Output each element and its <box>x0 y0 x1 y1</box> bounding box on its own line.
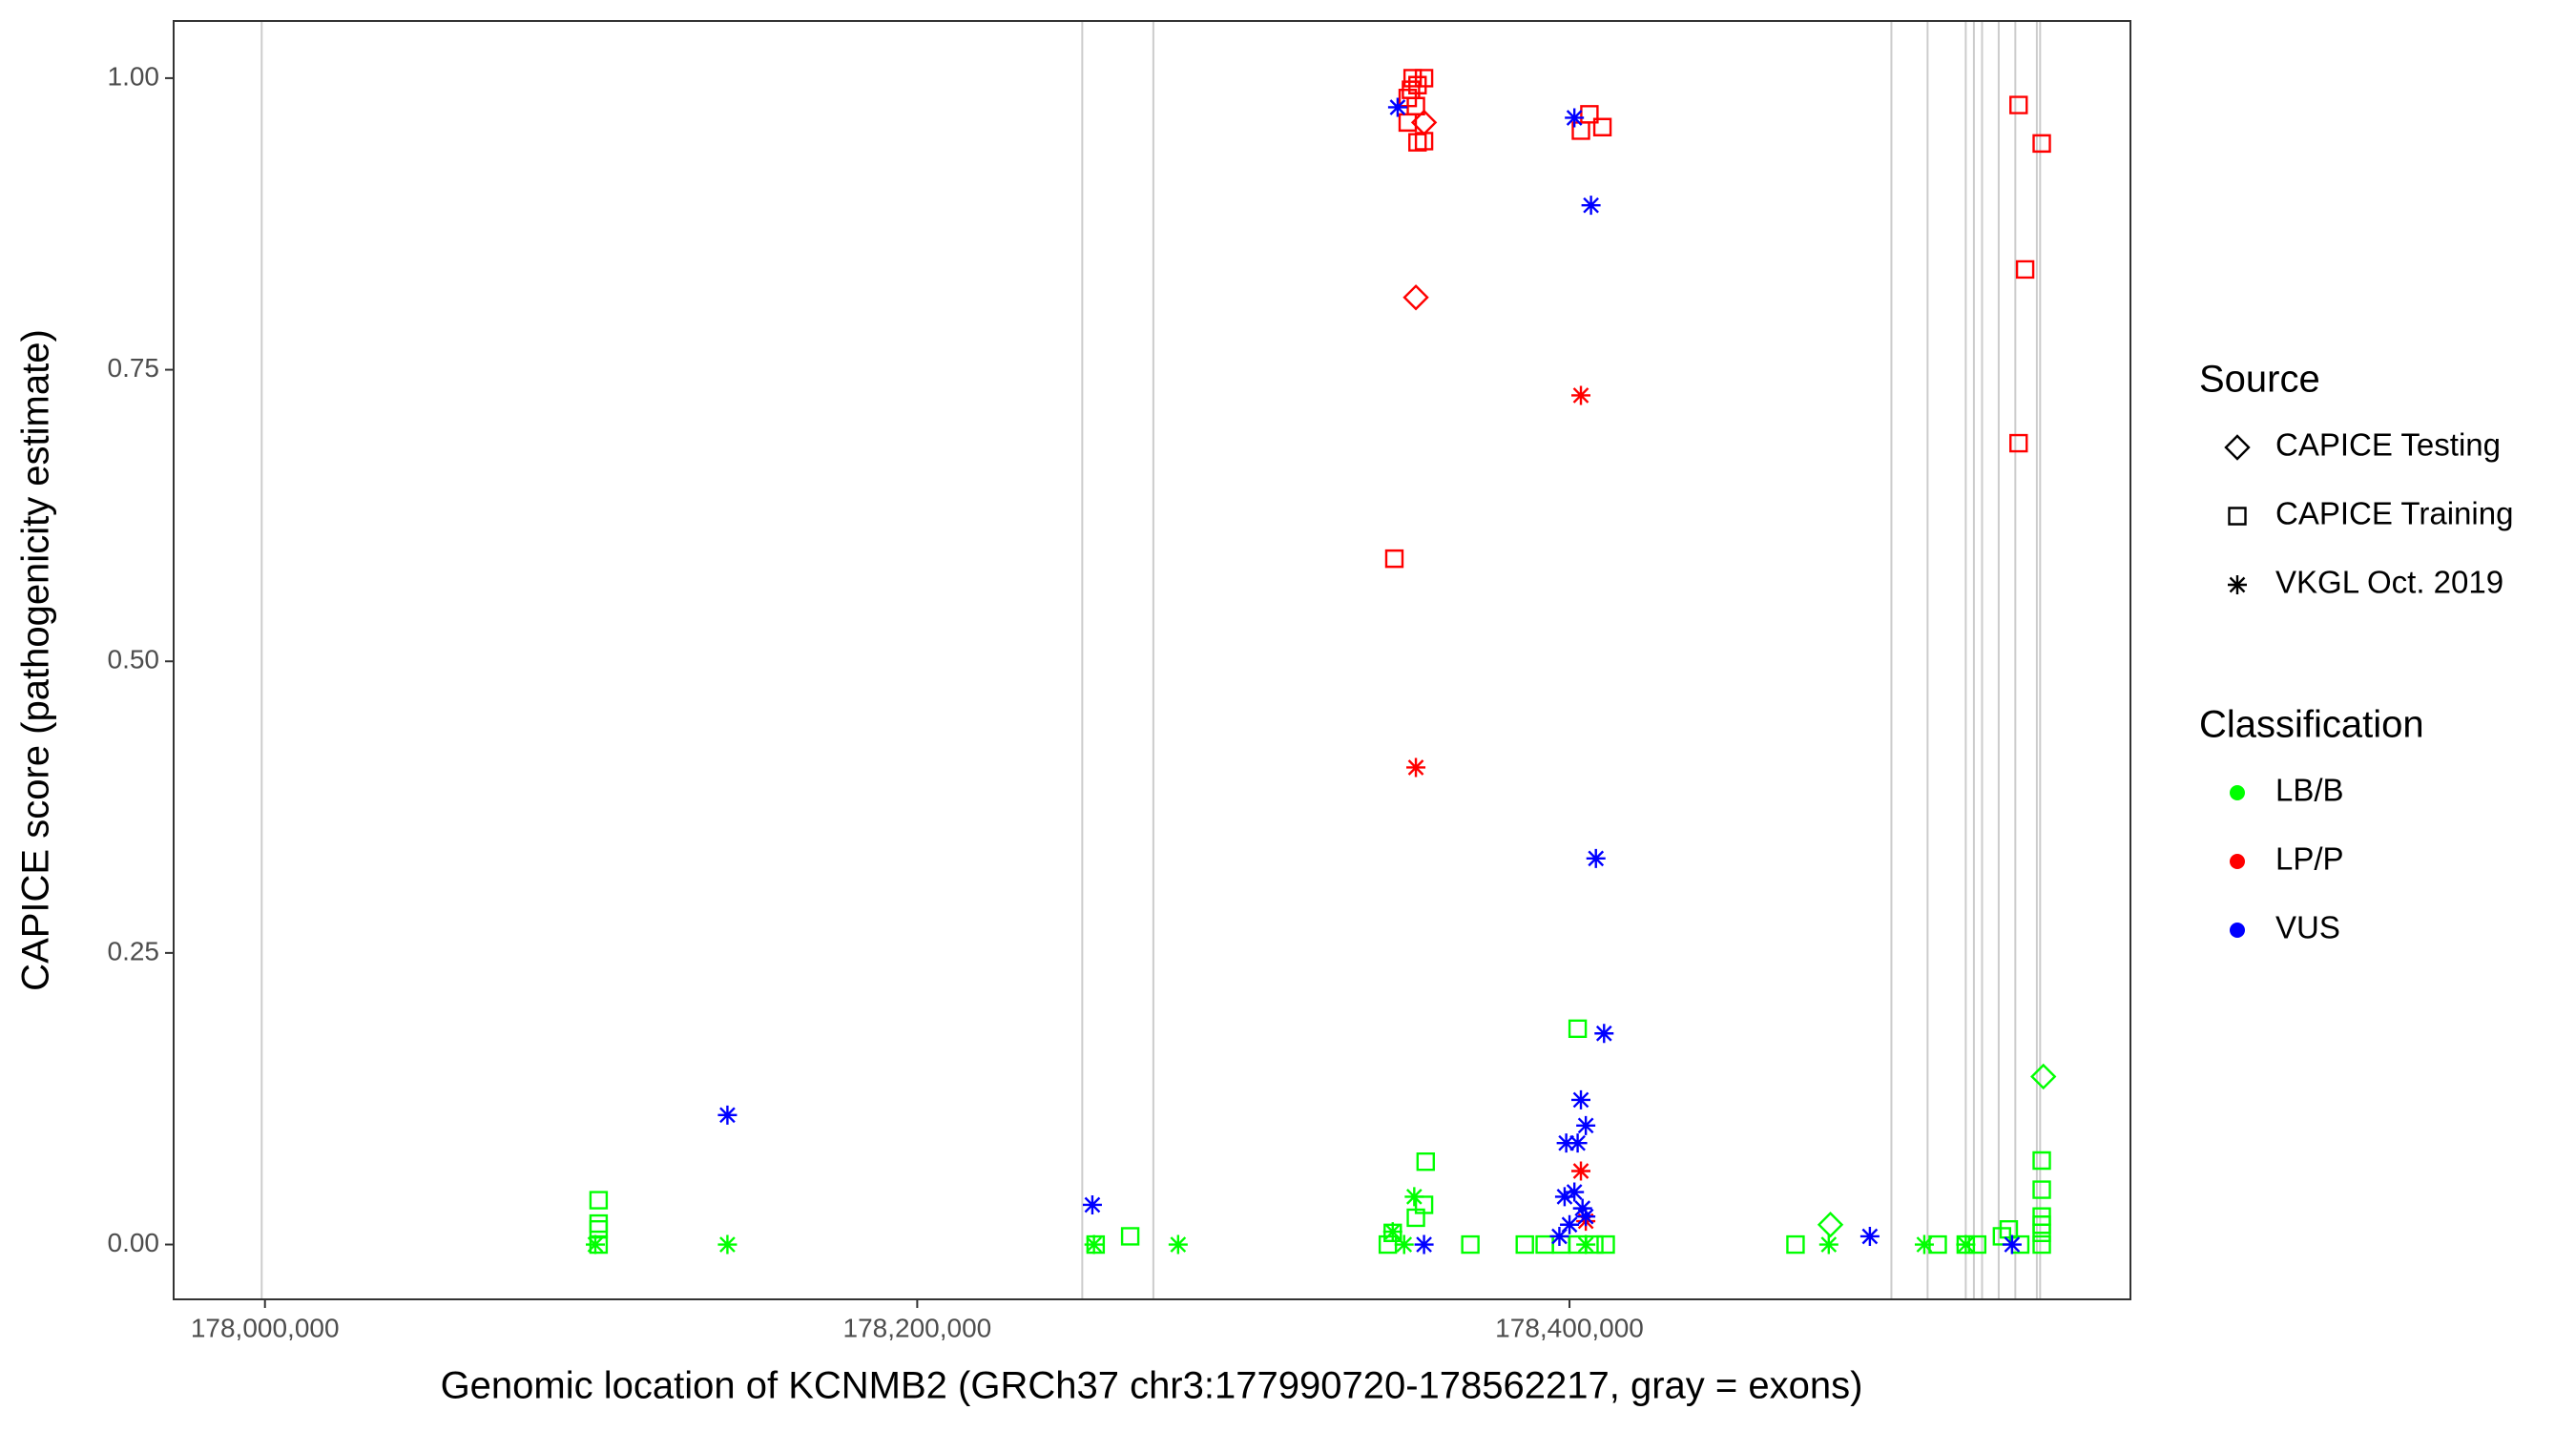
point <box>1914 1234 1934 1255</box>
legend-label: LP/P <box>2275 841 2344 877</box>
point <box>2009 433 2028 453</box>
point <box>1406 757 1426 778</box>
point <box>2015 259 2035 280</box>
legend-label: CAPICE Training <box>2275 496 2513 531</box>
legend-key <box>2230 854 2245 869</box>
point <box>1414 1195 1434 1214</box>
y-tick-label: 0.50 <box>108 645 160 674</box>
point <box>1414 132 1434 151</box>
legend-label: CAPICE Testing <box>2275 427 2501 463</box>
point <box>1594 1024 1614 1044</box>
y-tick-label: 1.00 <box>108 61 160 91</box>
point <box>1410 109 1438 136</box>
point <box>1086 1234 1106 1255</box>
point <box>1571 385 1591 405</box>
x-tick-label: 178,400,000 <box>1495 1313 1644 1342</box>
point <box>1596 1234 1615 1255</box>
point <box>1576 1207 1596 1227</box>
point <box>2032 134 2051 154</box>
legend-label: VKGL Oct. 2019 <box>2275 565 2503 600</box>
point <box>1168 1234 1188 1255</box>
point <box>2032 1234 2051 1255</box>
point <box>1120 1227 1140 1246</box>
point <box>1586 848 1606 868</box>
point <box>1402 284 1429 311</box>
legend-key <box>2230 785 2245 800</box>
y-tick-label: 0.75 <box>108 353 160 383</box>
point <box>1560 1214 1580 1234</box>
point <box>1786 1234 1805 1255</box>
point <box>1387 97 1407 117</box>
point <box>2032 1180 2051 1199</box>
point <box>1571 1089 1591 1110</box>
legend-title: Classification <box>2199 704 2424 746</box>
legend-label: VUS <box>2275 910 2340 945</box>
point <box>1416 1152 1435 1172</box>
plot-border <box>173 20 2131 1300</box>
point <box>1404 1187 1424 1207</box>
point <box>1571 1161 1591 1181</box>
point <box>1084 1234 1104 1255</box>
x-tick-label: 178,200,000 <box>843 1313 992 1342</box>
point <box>2032 1151 2051 1171</box>
point <box>1408 75 1427 94</box>
point <box>1398 113 1418 133</box>
point <box>1556 1133 1576 1153</box>
point <box>1576 1234 1596 1255</box>
point <box>1592 117 1612 136</box>
point <box>1817 1212 1844 1238</box>
point <box>717 1105 737 1125</box>
point <box>1461 1234 1480 1255</box>
plot-panel <box>174 21 2130 1299</box>
point <box>1568 1133 1588 1153</box>
point <box>1408 133 1427 152</box>
point <box>1565 108 1585 128</box>
point <box>1565 1182 1585 1202</box>
point <box>1378 1234 1398 1255</box>
point <box>1382 1222 1402 1242</box>
point <box>1928 1234 1947 1255</box>
point <box>1414 1234 1434 1255</box>
point <box>1576 1115 1596 1135</box>
x-axis-title: Genomic location of KCNMB2 (GRCh37 chr3:… <box>441 1365 1863 1407</box>
point <box>589 1213 609 1234</box>
y-tick-label: 0.25 <box>108 936 160 965</box>
point <box>1568 1019 1588 1039</box>
point <box>1384 549 1404 569</box>
legend-label: LB/B <box>2275 773 2344 808</box>
point <box>2009 95 2028 114</box>
point <box>2002 1234 2022 1255</box>
point <box>1549 1226 1569 1246</box>
point <box>2030 1063 2057 1090</box>
point <box>585 1234 605 1255</box>
point <box>1394 1234 1414 1255</box>
point <box>1398 88 1418 108</box>
point <box>1859 1226 1880 1246</box>
y-axis-title: CAPICE score (pathogenicity estimate) <box>15 329 57 991</box>
point <box>1082 1194 1102 1214</box>
point <box>1581 196 1601 216</box>
point <box>1554 1187 1574 1207</box>
point <box>1818 1234 1839 1255</box>
legend-title: Source <box>2199 359 2320 401</box>
legend-key <box>2224 434 2251 461</box>
point <box>717 1234 737 1255</box>
legend-key <box>2228 507 2247 526</box>
y-tick-label: 0.00 <box>108 1228 160 1257</box>
point <box>1572 1198 1592 1218</box>
point <box>1406 1208 1425 1228</box>
point <box>1406 96 1425 115</box>
point <box>1956 1234 1976 1255</box>
point <box>589 1191 609 1210</box>
legend-key <box>2228 575 2247 594</box>
legend-key <box>2230 923 2245 938</box>
x-tick-label: 178,000,000 <box>191 1313 340 1342</box>
point <box>1515 1234 1534 1255</box>
